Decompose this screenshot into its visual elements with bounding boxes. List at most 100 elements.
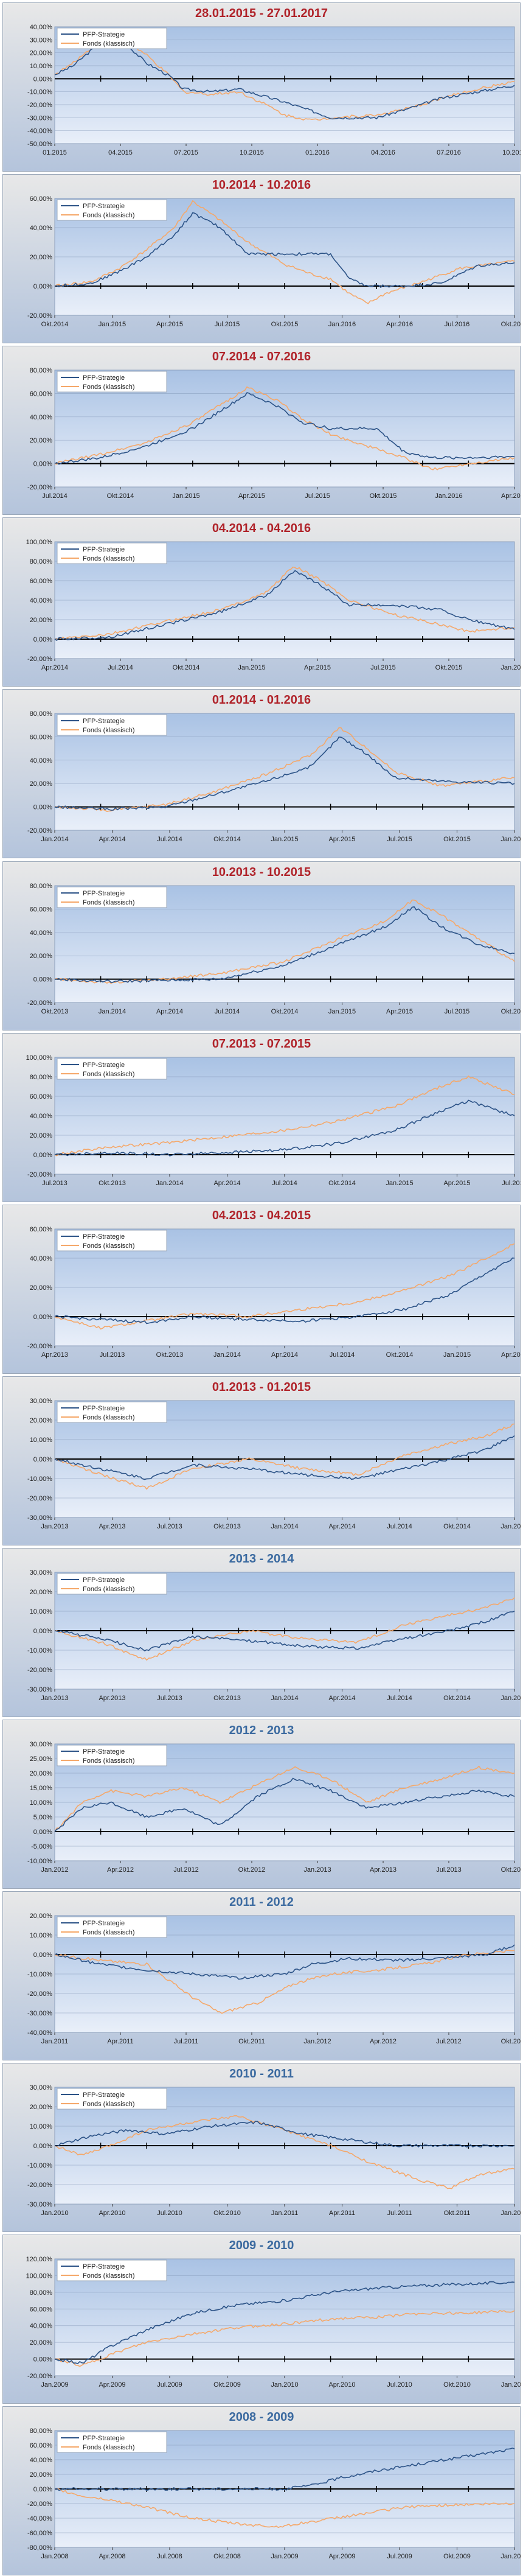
x-tick-label: Apr.2015 [501, 1351, 521, 1359]
x-tick-label: Apr.2015 [304, 664, 331, 671]
legend-label: Fonds (klassisch) [83, 899, 135, 906]
series-line [54, 570, 515, 641]
legend-label: Fonds (klassisch) [83, 1071, 135, 1078]
y-tick-label: 0,00% [33, 2356, 52, 2364]
x-tick-label: Jan.2015 [172, 492, 199, 500]
y-tick-label: 0,00% [33, 2486, 52, 2493]
legend-label: Fonds (klassisch) [83, 1414, 135, 1421]
y-tick-label: 40,00% [30, 2323, 53, 2330]
x-tick-label: Jan.2009 [41, 2381, 68, 2389]
legend-label: Fonds (klassisch) [83, 2444, 135, 2451]
legend: PFP-Strategie Fonds (klassisch) [57, 27, 167, 49]
x-tick-label: Jan.2014 [271, 1695, 298, 1702]
x-tick-label: Okt.2008 [213, 2553, 241, 2560]
x-tick-label: Jan.2015 [238, 664, 265, 671]
y-tick-label: -30,00% [27, 114, 52, 122]
y-tick-label: 60,00% [30, 2442, 53, 2449]
chart-panel: 01.2013 - 01.2015 30,00% 20,00% 10,00% 0,00%… [2, 1376, 521, 1545]
chart-svg: 07.2014 - 07.2016 80,00% 60,00% 40,00% 20,00… [2, 346, 521, 515]
series-line [54, 2121, 515, 2148]
x-tick-label: Okt.2013 [99, 1180, 126, 1187]
y-tick-label: 40,00% [30, 225, 53, 232]
legend-label: PFP-Strategie [83, 1405, 125, 1412]
x-tick-label: Jul.2015 [502, 1180, 521, 1187]
chart-title: 2012 - 2013 [229, 1724, 294, 1737]
legend: PFP-Strategie Fonds (klassisch) [57, 199, 167, 221]
x-tick-label: Jul.2012 [436, 2038, 462, 2045]
x-tick-label: Jul.2011 [174, 2038, 199, 2045]
x-tick-label: Okt.2014 [328, 1180, 356, 1187]
chart-title: 28.01.2015 - 27.01.2017 [195, 7, 328, 20]
legend: PFP-Strategie Fonds (klassisch) [57, 714, 167, 736]
y-tick-label: 0,00% [33, 283, 52, 290]
x-tick-label: Okt.2014 [443, 1695, 471, 1702]
y-tick-label: 60,00% [30, 1226, 53, 1233]
chart-title: 2010 - 2011 [229, 2067, 294, 2081]
series-line [54, 1099, 515, 1157]
chart-panel: 07.2013 - 07.2015 100,00% 80,00% 60,00% 40,0… [2, 1033, 521, 1202]
chart-svg: 2008 - 2009 80,00% 60,00% 40,00% 20,00% 0,00%… [2, 2406, 521, 2575]
legend-box [57, 2088, 167, 2110]
y-tick-label: 80,00% [30, 1074, 53, 1081]
x-tick-label: Jan.2010 [500, 2553, 521, 2560]
legend-label: PFP-Strategie [83, 2263, 125, 2270]
x-tick-label: Apr.2014 [328, 1695, 355, 1702]
chart-svg: 2011 - 2012 20,00% 10,00% 0,00% -10,00% -20,0… [2, 1891, 521, 2060]
x-tick-label: Jul.2013 [157, 1523, 182, 1530]
y-tick-label: 0,00% [33, 461, 52, 468]
legend-box [57, 1230, 167, 1251]
x-tick-label: Okt.2011 [238, 2038, 265, 2045]
x-tick-label: Okt.2014 [213, 836, 241, 843]
y-tick-label: -10,00% [27, 2162, 52, 2169]
x-tick-label: Jan.2015 [386, 1180, 413, 1187]
chart-panel: 07.2014 - 07.2016 80,00% 60,00% 40,00% 20,00… [2, 346, 521, 515]
legend-label: Fonds (klassisch) [83, 1586, 135, 1593]
y-tick-label: 20,00% [30, 1284, 53, 1292]
x-tick-label: Okt.2009 [213, 2381, 241, 2389]
x-tick-label: Jul.2014 [42, 492, 68, 500]
y-tick-label: 20,00% [30, 1417, 53, 1424]
y-tick-label: 30,00% [30, 37, 53, 44]
y-tick-label: -20,00% [27, 1495, 52, 1502]
chart-panel: 2013 - 2014 30,00% 20,00% 10,00% 0,00% -10,00… [2, 1548, 521, 1717]
chart-svg: 01.2014 - 01.2016 80,00% 60,00% 40,00% 20,00… [2, 689, 521, 858]
x-tick-label: Jan.2016 [500, 664, 521, 671]
x-tick-label: Apr.2010 [99, 2210, 125, 2217]
chart-title: 2009 - 2010 [229, 2239, 294, 2252]
legend-label: PFP-Strategie [83, 890, 125, 897]
x-tick-label: Jan.2011 [41, 2038, 68, 2045]
x-tick-label: Jan.2010 [271, 2381, 298, 2389]
legend-box [57, 2259, 167, 2281]
x-tick-label: Okt.2014 [173, 664, 200, 671]
series-line [54, 1597, 515, 1661]
y-tick-label: -40,00% [27, 2029, 52, 2037]
legend-label: Fonds (klassisch) [83, 1757, 135, 1765]
x-tick-label: Apr.2013 [99, 1523, 125, 1530]
y-tick-label: 20,00% [30, 2471, 53, 2479]
x-tick-label: Apr.2015 [386, 1008, 413, 1015]
x-tick-label: Jan.2008 [41, 2553, 68, 2560]
x-tick-label: Okt.2015 [501, 1008, 521, 1015]
legend-label: PFP-Strategie [83, 1748, 125, 1755]
y-tick-label: 40,00% [30, 597, 53, 604]
y-tick-label: -10,00% [27, 1647, 52, 1654]
x-tick-label: Jul.2014 [330, 1351, 355, 1359]
x-tick-label: Jan.2012 [303, 2038, 331, 2045]
y-tick-label: 0,00% [33, 636, 52, 643]
x-tick-label: Jan.2016 [328, 321, 356, 328]
chart-title: 04.2014 - 04.2016 [212, 522, 311, 535]
legend: PFP-Strategie Fonds (klassisch) [57, 1058, 167, 1080]
x-tick-label: Apr.2016 [501, 492, 521, 500]
y-tick-label: -30,00% [27, 2201, 52, 2208]
x-tick-label: Jul.2014 [215, 1008, 240, 1015]
x-tick-label: Jan.2015 [328, 1008, 356, 1015]
y-tick-label: 60,00% [30, 195, 53, 203]
legend-label: PFP-Strategie [83, 374, 125, 382]
y-tick-label: 30,00% [30, 1741, 53, 1748]
series-line [54, 1243, 515, 1330]
y-tick-label: 0,00% [33, 2143, 52, 2150]
legend-label: PFP-Strategie [83, 1062, 125, 1069]
y-tick-label: 20,00% [30, 2339, 53, 2347]
x-tick-label: Jan.2014 [156, 1180, 183, 1187]
legend-label: Fonds (klassisch) [83, 555, 135, 562]
